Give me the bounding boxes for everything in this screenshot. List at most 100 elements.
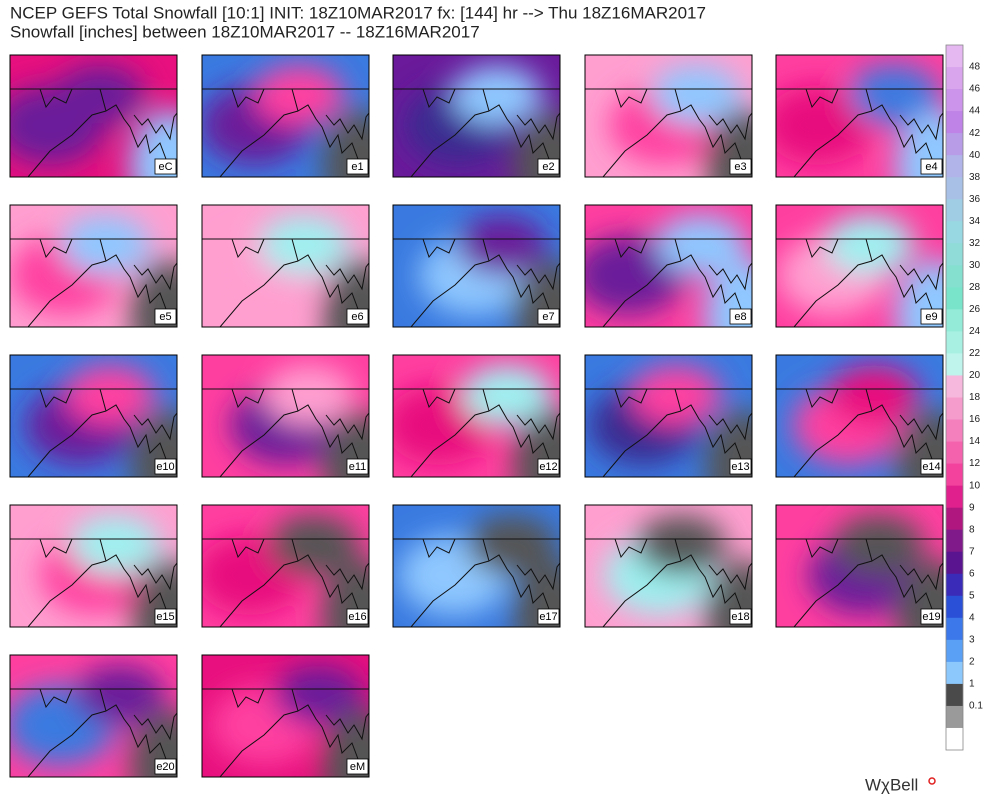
panel-frame [584, 504, 753, 628]
field-blobs [40, 515, 177, 627]
blob [824, 215, 914, 275]
colorbar-label: 5 [969, 590, 975, 601]
colorbar-cell [946, 221, 963, 244]
colorbar-cell [946, 463, 963, 487]
blob [452, 65, 542, 125]
map-panel: e14 [775, 354, 944, 478]
label-box [920, 308, 943, 325]
field [393, 55, 560, 177]
colorbar-cell [946, 353, 963, 376]
colorbar-label: 20 [969, 370, 981, 381]
panel-label: e16 [348, 611, 366, 623]
field [393, 355, 560, 477]
colorbar-cell [946, 89, 963, 112]
label-box [729, 608, 752, 625]
panel-frame [9, 354, 178, 478]
panel-label: e11 [349, 461, 367, 473]
colorbar-cell [946, 177, 963, 200]
colorbar-cell [946, 617, 963, 641]
panel-label: e12 [539, 461, 557, 473]
field-blobs [10, 665, 177, 777]
panel-frame [775, 54, 944, 178]
panel-frame [9, 54, 178, 178]
field-blobs [604, 515, 752, 627]
colorbar-cell [946, 573, 963, 597]
colorbar-label: 3 [969, 634, 975, 645]
colorbar-label: 10 [969, 480, 981, 491]
blob [656, 215, 746, 275]
field [202, 505, 369, 627]
colorbar-cell [946, 419, 963, 443]
colorbar-cell [946, 639, 963, 663]
panel-label: e13 [731, 461, 749, 473]
label-box [154, 308, 177, 325]
colorbar-cell [946, 111, 963, 134]
map-panel: e13 [584, 354, 753, 478]
panel-label: e3 [734, 161, 746, 173]
map-panel: eM [201, 654, 370, 778]
field-blobs [776, 65, 943, 177]
logo-dot [928, 777, 936, 785]
field-blobs [10, 65, 177, 177]
panel-frame [392, 504, 561, 628]
label-box [729, 158, 752, 175]
colorbar-label: 14 [969, 436, 981, 447]
blob [776, 85, 873, 165]
panel-frame [392, 204, 561, 328]
colorbar-label: 16 [969, 414, 981, 425]
panel-label: e2 [542, 161, 554, 173]
colorbar-label: 36 [969, 194, 981, 205]
colorbar-cell [946, 155, 963, 178]
colorbar-label: 26 [969, 304, 981, 315]
colorbar-cell [946, 441, 963, 465]
map-panel: e19 [775, 504, 944, 628]
map-panel: e9 [775, 204, 944, 328]
colorbar-cell [946, 309, 963, 332]
blob [636, 515, 726, 575]
panel-label: e9 [925, 311, 937, 323]
panel-frame [9, 654, 178, 778]
field [585, 505, 752, 627]
panel-frame [392, 354, 561, 478]
map-panel: e4 [775, 54, 944, 178]
field [585, 355, 752, 477]
colorbar-label: 28 [969, 282, 981, 293]
blob [269, 515, 359, 575]
colorbar-label: 0.1 [969, 701, 983, 712]
colorbar-label: 46 [969, 84, 981, 95]
panel-label: e10 [156, 461, 174, 473]
blob [462, 365, 552, 425]
label-box [154, 158, 177, 175]
colorbar-cell [946, 67, 963, 90]
map-panel: e6 [201, 204, 370, 328]
panel-frame [9, 204, 178, 328]
map-panel: e5 [9, 204, 178, 328]
label-box [920, 608, 943, 625]
field [393, 505, 560, 627]
panel-label: e1 [351, 161, 363, 173]
map-panel: e2 [392, 54, 561, 178]
panel-label: e20 [156, 761, 174, 773]
colorbar-cell [946, 705, 963, 729]
blob [274, 665, 364, 725]
map-panel: e12 [392, 354, 561, 478]
panel-frame [201, 204, 370, 328]
field [776, 505, 943, 627]
panel-frame [201, 354, 370, 478]
map-panel: e11 [201, 354, 370, 478]
colorbar-cell [946, 243, 963, 266]
panel-frame [584, 54, 753, 178]
label-box [346, 458, 369, 475]
colorbar-cell [946, 199, 963, 222]
field-blobs [202, 515, 369, 627]
map-panel: e18 [584, 504, 753, 628]
title: NCEP GEFS Total Snowfall [10:1] INIT: 18… [10, 3, 706, 22]
colorbar-cell [946, 683, 963, 707]
field [202, 655, 369, 777]
blob [829, 365, 919, 425]
panel-label: e8 [734, 311, 746, 323]
panel-frame [201, 54, 370, 178]
panel-frame [584, 204, 753, 328]
colorbar-label: 48 [969, 62, 981, 73]
label-box [537, 158, 560, 175]
